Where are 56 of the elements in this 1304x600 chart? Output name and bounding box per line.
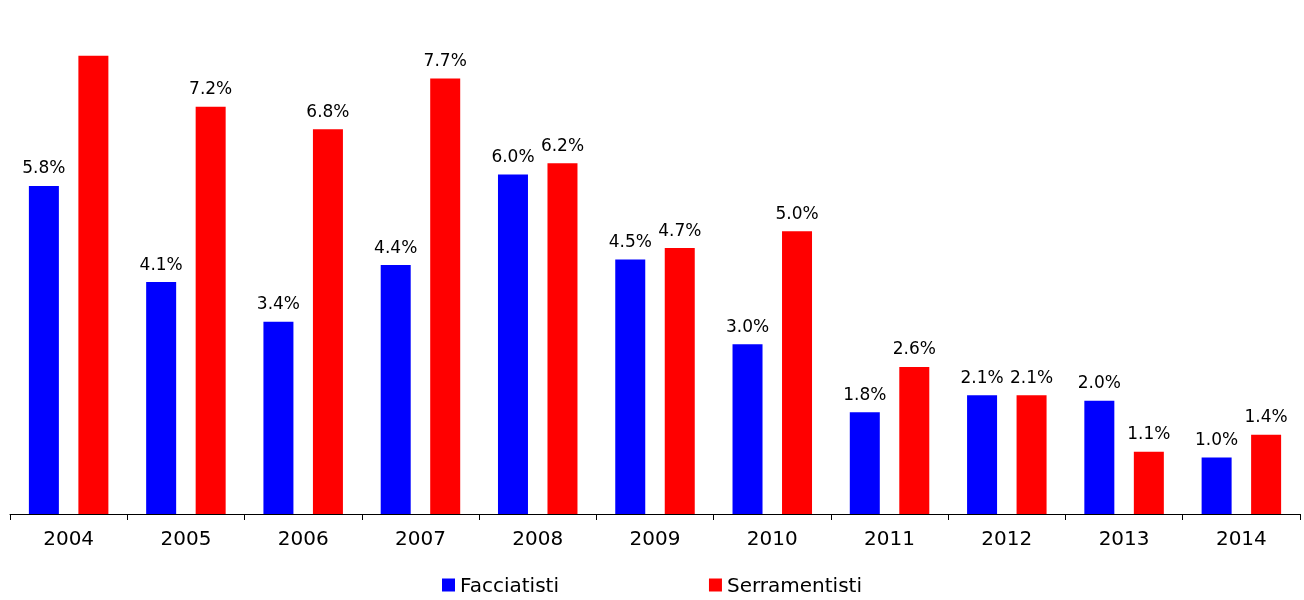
bar	[732, 344, 763, 514]
data-label: 7.2%	[189, 78, 233, 99]
bar	[849, 412, 880, 514]
bar	[28, 185, 59, 514]
bar	[1084, 400, 1115, 514]
data-label: 7.7%	[423, 49, 467, 70]
data-label: 1.0%	[1195, 428, 1239, 449]
bar	[497, 174, 528, 514]
x-tick-label: 2008	[512, 526, 564, 550]
data-label: 1.4%	[1244, 406, 1288, 427]
data-label: 1.8%	[843, 383, 887, 404]
bar	[782, 231, 813, 514]
bar	[899, 366, 930, 514]
data-label: 1.1%	[1127, 423, 1171, 444]
x-tick-label: 2011	[864, 526, 915, 550]
x-tick-label: 2009	[629, 526, 681, 550]
bar	[1251, 434, 1282, 514]
data-label: 6.2%	[540, 134, 585, 155]
data-label: 4.1%	[139, 253, 183, 274]
data-label: 6.8%	[306, 100, 350, 121]
bar	[1016, 395, 1047, 514]
bar	[430, 78, 461, 514]
legend-label: Serramentisti	[726, 573, 862, 597]
data-label: 2.1%	[960, 366, 1004, 387]
data-label: 5.0%	[775, 202, 819, 223]
bar	[146, 282, 177, 514]
x-tick-label: 2010	[746, 526, 798, 550]
bar	[1201, 457, 1232, 514]
data-label: 4.4%	[374, 236, 418, 257]
data-label: 5.8%	[22, 157, 66, 178]
bar	[967, 395, 998, 514]
bar	[1133, 451, 1164, 514]
bar	[263, 321, 294, 514]
x-tick-label: 2013	[1098, 526, 1150, 550]
data-label: 2.1%	[1009, 366, 1054, 387]
bar	[195, 106, 226, 514]
bar	[78, 55, 109, 514]
legend-label: Facciatisti	[460, 573, 559, 597]
bar	[664, 248, 695, 514]
data-label: 2.0%	[1077, 372, 1121, 393]
x-tick-label: 2007	[395, 526, 446, 550]
x-tick-label: 2014	[1215, 526, 1267, 550]
data-label: 4.5%	[608, 230, 652, 251]
data-label: 2.6%	[892, 338, 936, 359]
bar	[547, 163, 578, 514]
data-label: 3.4%	[256, 293, 301, 314]
x-tick-label: 2012	[981, 526, 1033, 550]
data-label: 6.0%	[491, 146, 535, 167]
x-tick-label: 2005	[160, 526, 212, 550]
x-tick-label: 2006	[277, 526, 329, 550]
bar	[615, 259, 646, 514]
x-tick-label: 2004	[43, 526, 95, 550]
data-label: 4.7%	[658, 219, 702, 240]
data-label: 3.0%	[725, 315, 770, 336]
bar	[312, 129, 343, 514]
bar	[380, 265, 411, 514]
